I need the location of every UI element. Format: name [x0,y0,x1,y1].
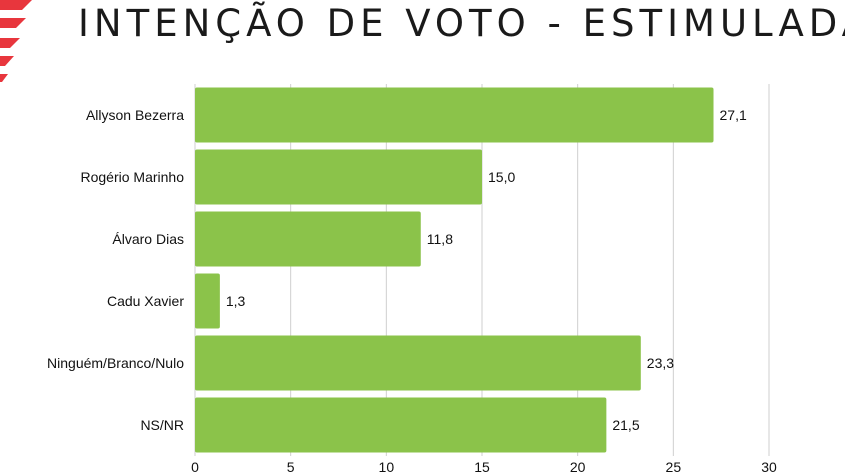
bar [195,211,421,267]
category-label: Cadu Xavier [107,293,184,309]
data-label: 23,3 [647,355,674,371]
logo-stripe-1 [0,0,32,10]
bar [195,273,220,329]
category-label: Álvaro Dias [112,231,184,247]
category-label: NS/NR [140,417,184,433]
category-label: Allyson Bezerra [86,107,184,123]
x-tick-label: 20 [570,459,586,475]
bar [195,397,607,453]
x-tick-label: 15 [474,459,490,475]
x-tick-label: 0 [191,459,199,475]
x-tick-label: 10 [379,459,395,475]
x-tick-label: 5 [287,459,295,475]
category-label: Rogério Marinho [81,169,185,185]
page-title: INTENÇÃO DE VOTO - ESTIMULADA [78,2,845,45]
logo-stripe-2 [0,18,26,28]
data-label: 15,0 [488,169,515,185]
bar [195,335,641,391]
data-label: 27,1 [720,107,747,123]
bar [195,87,714,143]
brand-logo [0,0,32,82]
labels: 0 5 10 15 20 25 30 Allyson Bezerra 27,1 Rogério M… [47,107,777,475]
data-label: 1,3 [226,293,246,309]
x-tick-label: 30 [761,459,777,475]
grid-lines [194,84,770,456]
x-tick-label: 25 [666,459,682,475]
bars [195,87,714,453]
category-label: Ninguém/Branco/Nulo [47,355,184,371]
logo-stripe-4 [0,56,14,66]
logo-stripe-3 [0,38,20,48]
data-label: 11,8 [427,231,453,247]
logo-stripe-5 [0,74,8,82]
bar [195,149,482,205]
data-label: 21,5 [612,417,639,433]
